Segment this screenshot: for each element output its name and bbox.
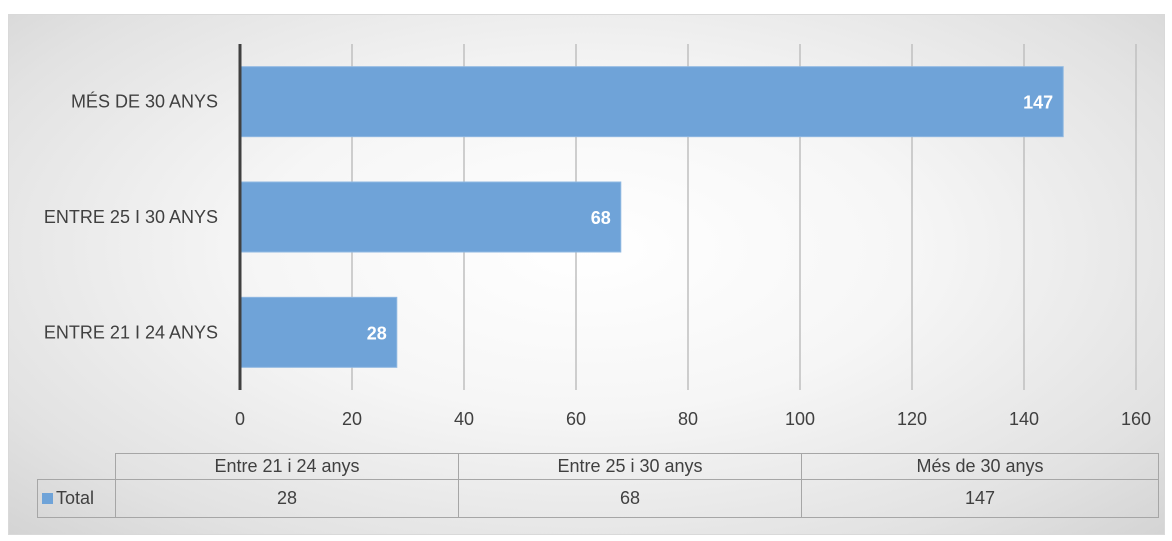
tick-label: 100 (785, 409, 815, 429)
table-header-cell: Entre 21 i 24 anys (115, 453, 459, 480)
tick-label: 20 (342, 409, 362, 429)
table-value-cell: 68 (458, 479, 802, 518)
table-value-cell: 147 (801, 479, 1159, 518)
category-label: ENTRE 25 I 30 ANYS (44, 207, 218, 227)
tick-label: 0 (235, 409, 245, 429)
category-label: ENTRE 21 I 24 ANYS (44, 322, 218, 342)
table-value-cell: 28 (115, 479, 459, 518)
data-table: Entre 21 i 24 anys Entre 25 i 30 anys Mé… (37, 453, 1159, 518)
bar (239, 181, 622, 253)
data-label: 147 (1023, 93, 1053, 113)
data-label: 28 (367, 323, 387, 343)
table-header-row: Entre 21 i 24 anys Entre 25 i 30 anys Mé… (37, 453, 1159, 480)
bar (239, 66, 1064, 138)
legend-entry-total: Total (56, 488, 95, 508)
table-row: Total 28 68 147 (37, 479, 1159, 518)
tick-label: 160 (1121, 409, 1151, 429)
legend-key-icon (42, 493, 53, 504)
category-label: MÉS DE 30 ANYS (71, 92, 218, 112)
bar (239, 296, 398, 368)
tick-label: 140 (1009, 409, 1039, 429)
value-axis-ticks: 0 20 40 60 80 100 120 140 160 (235, 409, 1151, 429)
category-labels: ENTRE 21 I 24 ANYS ENTRE 25 I 30 ANYS MÉS … (44, 92, 218, 343)
tick-label: 60 (566, 409, 586, 429)
table-corner (37, 453, 116, 480)
table-row-label: Total (37, 479, 116, 518)
table-header-cell: Entre 25 i 30 anys (458, 453, 802, 480)
tick-label: 40 (454, 409, 474, 429)
table-header-cell: Més de 30 anys (801, 453, 1159, 480)
tick-label: 120 (897, 409, 927, 429)
bars: 28 68 147 (239, 66, 1064, 368)
data-label: 68 (591, 208, 611, 228)
tick-label: 80 (678, 409, 698, 429)
